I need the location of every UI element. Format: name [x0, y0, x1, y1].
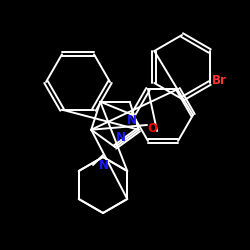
Text: O: O [147, 122, 157, 134]
Text: N: N [127, 114, 137, 127]
Text: N: N [99, 159, 109, 172]
Text: Br: Br [212, 74, 226, 86]
Text: N: N [116, 131, 126, 144]
